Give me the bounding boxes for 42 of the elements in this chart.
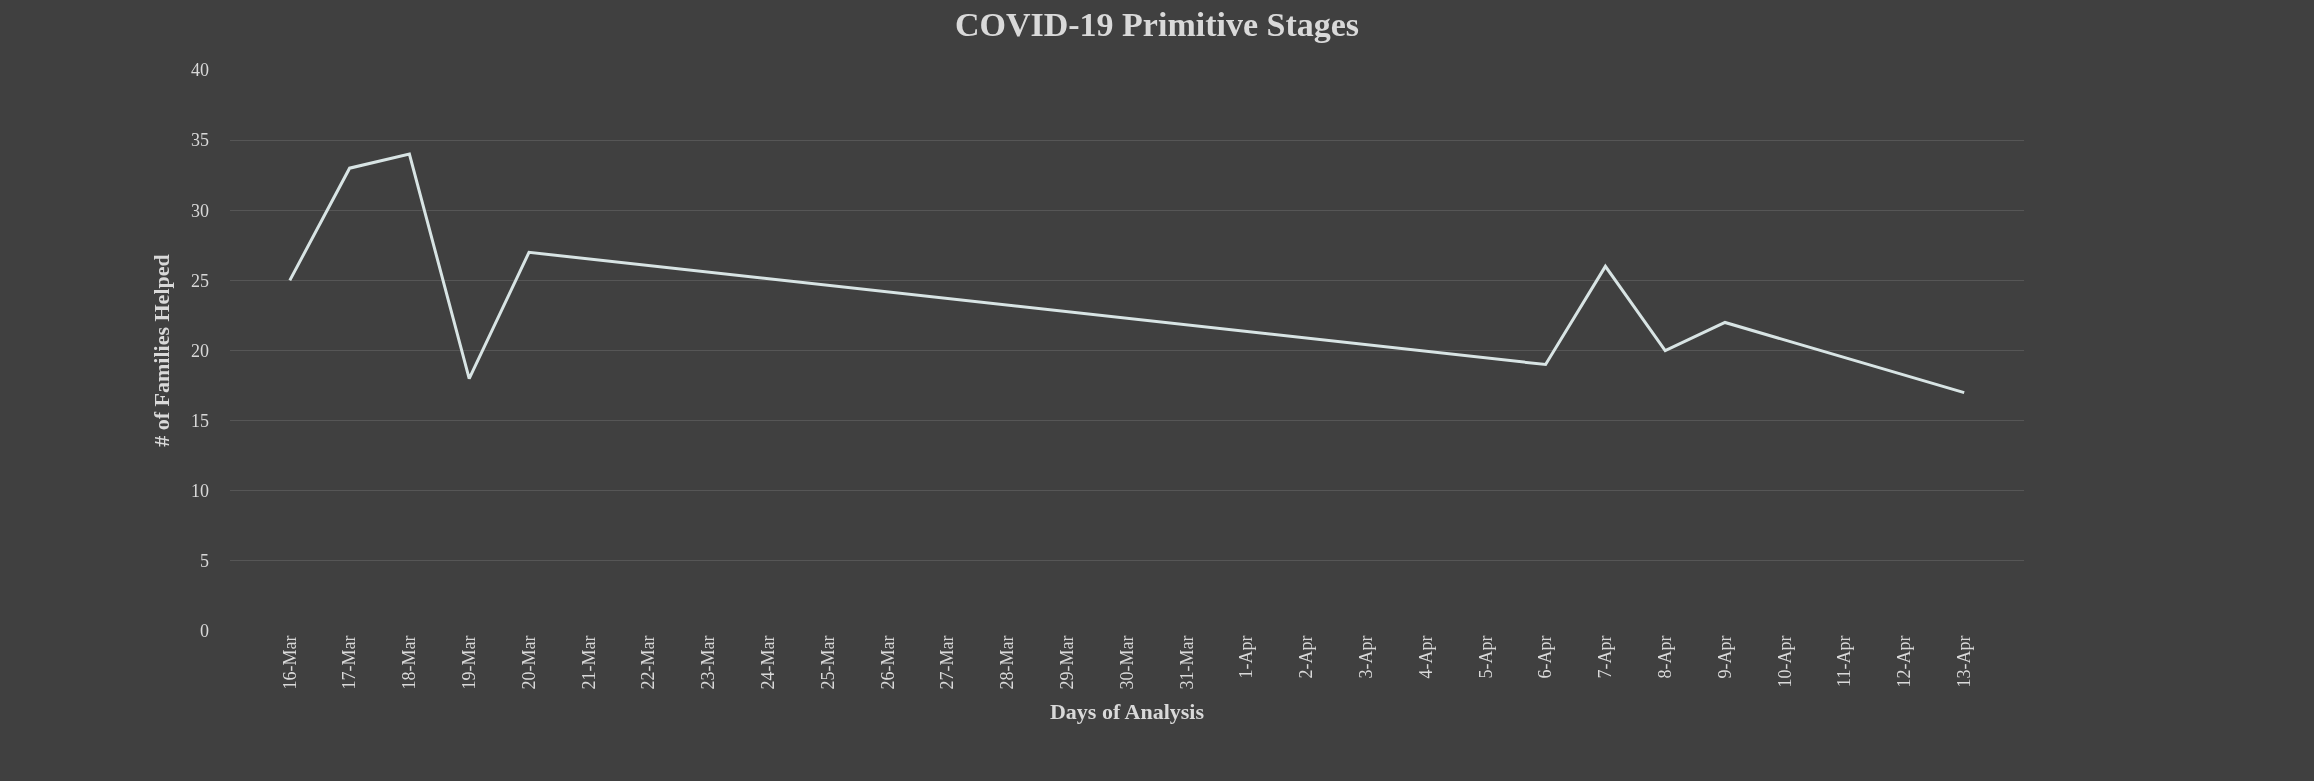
x-tick-label: 21-Mar [578,635,599,690]
y-tick-label: 0 [200,621,209,642]
x-tick-label: 6-Apr [1535,635,1556,679]
y-tick-label: 10 [191,481,209,502]
x-tick-label: 16-Mar [279,635,300,690]
x-tick-label: 13-Apr [1954,635,1975,688]
x-tick-label: 10-Apr [1774,635,1795,688]
y-tick-label: 35 [191,130,209,151]
x-tick-label: 26-Mar [877,635,898,690]
x-tick-label: 27-Mar [937,635,958,690]
x-tick-label: 2-Apr [1296,635,1317,679]
chart-title: COVID-19 Primitive Stages [954,5,1360,43]
y-tick-label: 40 [191,60,209,81]
x-tick-label: 7-Apr [1595,635,1616,679]
x-tick-label: 24-Mar [758,635,779,690]
x-tick-label: 9-Apr [1714,635,1735,679]
x-tick-label: 3-Apr [1356,635,1377,679]
x-tick-label: 4-Apr [1415,635,1436,679]
x-tick-label: 19-Mar [459,635,480,690]
y-tick-label: 20 [191,340,209,361]
x-tick-label: 23-Mar [698,635,719,690]
x-tick-label: 30-Mar [1116,635,1137,690]
x-tick-label: 17-Mar [339,635,360,690]
x-tick-label: 1-Apr [1236,635,1257,679]
y-axis-title: # of Families Helped [148,254,174,447]
x-tick-label: 18-Mar [399,635,420,690]
x-axis-title: Days of Analysis [1049,699,1205,725]
x-tick-label: 22-Mar [638,635,659,690]
line-series [288,152,1966,395]
y-tick-label: 25 [191,270,209,291]
x-tick-label: 11-Apr [1834,635,1855,687]
x-tick-label: 20-Mar [518,635,539,690]
x-tick-label: 28-Mar [997,635,1018,690]
x-tick-label: 29-Mar [1057,635,1078,690]
x-tick-label: 31-Mar [1176,635,1197,690]
x-tick-label: 5-Apr [1475,635,1496,679]
y-tick-label: 5 [200,551,209,572]
x-tick-label: 25-Mar [817,635,838,690]
x-tick-label: 12-Apr [1894,635,1915,688]
y-tick-label: 30 [191,200,209,221]
y-tick-label: 15 [191,410,209,431]
x-tick-label: 8-Apr [1655,635,1676,679]
